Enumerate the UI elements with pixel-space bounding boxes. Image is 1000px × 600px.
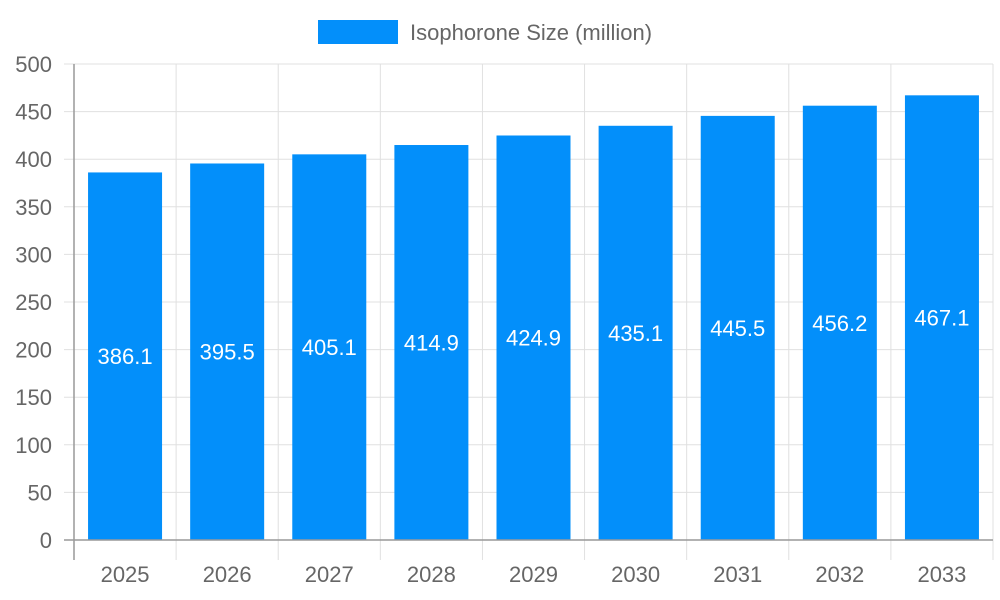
bar	[394, 145, 469, 540]
x-tick-label: 2026	[203, 562, 252, 587]
y-tick-label: 150	[15, 385, 52, 410]
data-label: 414.9	[404, 331, 459, 356]
data-label: 386.1	[98, 344, 153, 369]
data-label: 405.1	[302, 335, 357, 360]
axes: 0 50 100 150 200 250 300 350 400 450 500 2025 2026 20…	[15, 52, 993, 587]
data-label: 435.1	[608, 321, 663, 346]
bar	[802, 105, 877, 540]
data-label: 395.5	[200, 340, 255, 365]
y-tick-label: 100	[15, 433, 52, 458]
bar	[598, 125, 673, 541]
bar	[700, 115, 775, 540]
y-tick-label: 350	[15, 195, 52, 220]
x-tick-label: 2029	[509, 562, 558, 587]
y-tick-label: 200	[15, 338, 52, 363]
x-tick-label: 2027	[305, 562, 354, 587]
bars: 386.1 395.5 405.1 414.9 424.9 435.1 445.5 456.2…	[88, 95, 979, 541]
x-tick-label: 2032	[815, 562, 864, 587]
y-tick-label: 300	[15, 242, 52, 267]
y-tick-label: 450	[15, 100, 52, 125]
y-tick-label: 500	[15, 52, 52, 77]
data-label: 424.9	[506, 326, 561, 351]
x-tick-label: 2025	[101, 562, 150, 587]
bar	[88, 172, 163, 540]
x-tick-label: 2031	[713, 562, 762, 587]
legend[interactable]: Isophorone Size (million)	[318, 20, 652, 45]
y-tick-label: 0	[40, 528, 52, 553]
y-tick-label: 50	[28, 480, 52, 505]
bar	[292, 154, 367, 541]
legend-label: Isophorone Size (million)	[410, 20, 652, 45]
x-tick-label: 2033	[917, 562, 966, 587]
bar	[904, 95, 979, 540]
y-tick-label: 250	[15, 290, 52, 315]
data-label: 467.1	[914, 306, 969, 331]
data-label: 445.5	[710, 316, 765, 341]
x-tick-label: 2028	[407, 562, 456, 587]
data-label: 456.2	[812, 311, 867, 336]
bar	[496, 135, 571, 541]
legend-swatch	[318, 20, 398, 44]
bar	[190, 163, 265, 540]
y-tick-label: 400	[15, 147, 52, 172]
x-tick-label: 2030	[611, 562, 660, 587]
